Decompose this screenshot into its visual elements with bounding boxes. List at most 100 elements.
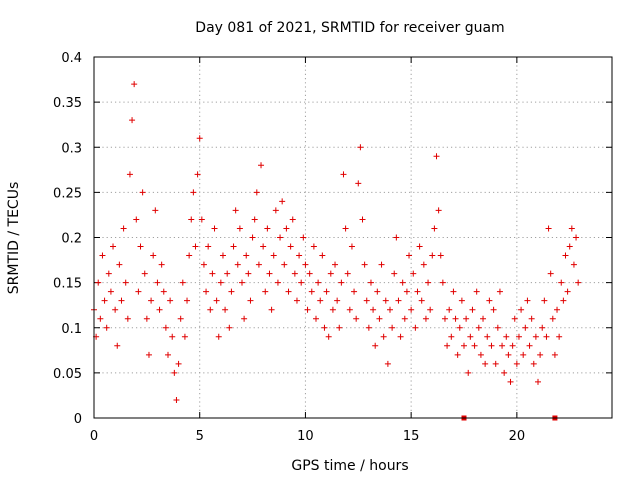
data-point	[401, 315, 408, 322]
data-point	[397, 333, 404, 340]
data-point	[380, 333, 387, 340]
data-point	[437, 252, 444, 259]
data-point	[448, 333, 455, 340]
data-point	[560, 297, 567, 304]
data-point	[539, 324, 546, 331]
data-point	[103, 324, 110, 331]
data-point	[279, 198, 286, 205]
data-point	[264, 225, 271, 232]
data-point	[190, 189, 197, 196]
data-point	[321, 324, 328, 331]
data-point	[171, 369, 178, 376]
data-point	[313, 315, 319, 322]
data-point	[186, 252, 193, 259]
data-point	[355, 180, 362, 187]
data-point	[558, 279, 565, 286]
data-point	[486, 297, 493, 304]
data-point	[200, 261, 207, 268]
data-point	[196, 135, 203, 142]
data-point	[535, 378, 541, 385]
data-point	[317, 297, 324, 304]
y-axis-label: SRMTID / TECUs	[6, 182, 22, 295]
data-point	[461, 342, 467, 349]
data-point	[139, 189, 146, 196]
data-point	[253, 189, 260, 196]
data-point	[393, 234, 400, 241]
data-point	[469, 306, 476, 313]
data-point	[162, 324, 169, 331]
data-point	[188, 216, 195, 223]
data-point	[215, 333, 222, 340]
data-point	[346, 306, 353, 313]
data-point	[562, 252, 569, 259]
data-point	[463, 315, 470, 322]
data-point	[494, 324, 501, 331]
data-point	[429, 252, 436, 259]
data-point	[509, 342, 516, 349]
data-point	[348, 243, 355, 250]
data-point	[236, 225, 243, 232]
data-point	[480, 315, 487, 322]
data-point	[420, 261, 427, 268]
data-point	[408, 306, 415, 313]
data-point	[391, 270, 398, 277]
data-point	[441, 315, 448, 322]
data-point	[133, 216, 140, 223]
data-point	[450, 288, 457, 295]
data-point	[353, 315, 360, 322]
data-point	[198, 216, 205, 223]
data-point	[431, 225, 438, 232]
data-point	[520, 351, 527, 358]
data-point	[310, 243, 317, 250]
data-point	[143, 315, 150, 322]
data-point	[488, 342, 495, 349]
data-point	[427, 306, 434, 313]
data-point	[315, 279, 322, 286]
data-point	[344, 270, 351, 277]
y-tick-label: 0.25	[53, 186, 82, 201]
data-point	[338, 279, 345, 286]
data-point	[418, 297, 425, 304]
data-point	[357, 144, 364, 151]
data-point	[101, 297, 108, 304]
data-point	[336, 324, 343, 331]
data-point	[399, 279, 406, 286]
data-point	[473, 288, 480, 295]
data-point	[203, 288, 210, 295]
data-point	[150, 252, 157, 259]
data-point	[568, 225, 575, 232]
data-point	[541, 297, 548, 304]
data-point	[247, 297, 254, 304]
data-point	[145, 351, 152, 358]
data-point	[192, 243, 199, 250]
data-point	[522, 324, 529, 331]
data-point	[230, 243, 237, 250]
data-point	[389, 324, 396, 331]
data-point	[319, 252, 326, 259]
data-point	[135, 288, 142, 295]
data-point	[384, 360, 391, 367]
data-point	[549, 315, 556, 322]
data-point	[518, 306, 525, 313]
data-point	[173, 396, 180, 403]
data-point	[456, 324, 463, 331]
data-point	[425, 279, 432, 286]
data-point	[296, 252, 303, 259]
data-point	[570, 261, 577, 268]
data-point	[120, 225, 127, 232]
y-tick-label: 0.05	[53, 367, 82, 382]
data-point	[251, 216, 258, 223]
data-point	[573, 234, 580, 241]
data-point	[258, 162, 265, 169]
data-point	[184, 297, 191, 304]
data-point	[422, 315, 429, 322]
data-point	[387, 306, 393, 313]
data-point	[209, 270, 216, 277]
data-point	[452, 315, 459, 322]
data-point	[403, 288, 410, 295]
data-point	[110, 243, 117, 250]
y-tick-label: 0.4	[61, 51, 82, 66]
data-point	[298, 279, 305, 286]
axis-ticks: 0 0.05 0.1 0.15 0.2 0.25 0.3 0.35 0.4 0 5 10 15 20	[53, 51, 612, 444]
data-point	[351, 288, 358, 295]
